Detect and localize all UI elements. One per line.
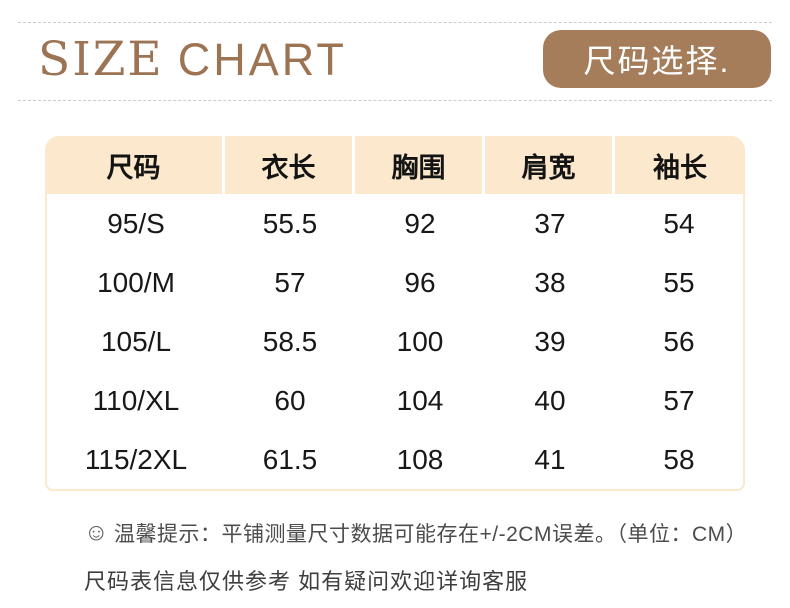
table-row: 95/S 55.5 92 37 54 bbox=[47, 194, 743, 253]
size-label-cell: 115/2XL bbox=[84, 443, 188, 475]
measurement-cell: 58 bbox=[663, 443, 695, 475]
measurement-cell: 56 bbox=[663, 325, 695, 357]
smiley-icon: ☺ bbox=[84, 519, 110, 546]
table-row: 110/XL 60 104 40 57 bbox=[47, 371, 743, 430]
size-label-cell: 100/M bbox=[97, 266, 175, 298]
column-header: 衣长 bbox=[225, 136, 355, 194]
measurement-cell: 37 bbox=[534, 207, 566, 239]
measurement-cell: 57 bbox=[663, 384, 695, 416]
page-title: SIZE CHART bbox=[38, 32, 347, 87]
page-title-sans-part: CHART bbox=[177, 33, 347, 85]
measurement-cell: 92 bbox=[404, 207, 436, 239]
size-select-badge: 尺码选择. bbox=[543, 30, 771, 88]
measurement-cell: 41 bbox=[534, 443, 566, 475]
size-table-body: 95/S 55.5 92 37 54 100/M 57 96 38 55 105/L 58.5 100 3… bbox=[45, 194, 745, 491]
column-header: 尺码 bbox=[45, 136, 225, 194]
top-dashed-divider bbox=[18, 22, 772, 23]
reference-note-text: 尺码表信息仅供参考 如有疑问欢迎详询客服 bbox=[84, 569, 529, 594]
size-label-cell: 95/S bbox=[107, 207, 165, 239]
measurement-cell: 100 bbox=[396, 325, 444, 357]
measurement-tip-text: 温馨提示：平铺测量尺寸数据可能存在+/-2CM误差。（单位：CM） bbox=[114, 523, 748, 546]
measurement-cell: 39 bbox=[534, 325, 566, 357]
middle-dashed-divider bbox=[18, 100, 772, 101]
measurement-cell: 58.5 bbox=[262, 325, 318, 357]
size-table-header-row: 尺码 衣长 胸围 肩宽 袖长 bbox=[45, 136, 745, 194]
measurement-cell: 104 bbox=[396, 384, 444, 416]
page-title-serif-part: SIZE bbox=[38, 31, 164, 87]
footer-notes: ☺ 温馨提示：平铺测量尺寸数据可能存在+/-2CM误差。（单位：CM） 尺码表信… bbox=[84, 516, 747, 597]
table-row: 115/2XL 61.5 108 41 58 bbox=[47, 430, 743, 489]
measurement-cell: 61.5 bbox=[262, 443, 318, 475]
measurement-tip-line: ☺ 温馨提示：平铺测量尺寸数据可能存在+/-2CM误差。（单位：CM） bbox=[84, 516, 747, 550]
column-header: 肩宽 bbox=[485, 136, 615, 194]
column-header: 胸围 bbox=[355, 136, 485, 194]
measurement-cell: 60 bbox=[274, 384, 306, 416]
size-table: 尺码 衣长 胸围 肩宽 袖长 95/S 55.5 92 37 54 100/M 57 96 38 55 10… bbox=[45, 136, 745, 491]
measurement-cell: 38 bbox=[534, 266, 566, 298]
measurement-cell: 40 bbox=[534, 384, 566, 416]
measurement-cell: 57 bbox=[274, 266, 306, 298]
table-row: 100/M 57 96 38 55 bbox=[47, 253, 743, 312]
header: SIZE CHART 尺码选择. bbox=[38, 30, 771, 88]
size-label-cell: 110/XL bbox=[92, 384, 180, 416]
measurement-cell: 54 bbox=[663, 207, 695, 239]
measurement-cell: 108 bbox=[396, 443, 444, 475]
measurement-cell: 55.5 bbox=[262, 207, 318, 239]
size-label-cell: 105/L bbox=[100, 325, 172, 357]
measurement-cell: 96 bbox=[404, 266, 436, 298]
measurement-cell: 55 bbox=[663, 266, 695, 298]
column-header: 袖长 bbox=[653, 152, 707, 183]
table-row: 105/L 58.5 100 39 56 bbox=[47, 312, 743, 371]
